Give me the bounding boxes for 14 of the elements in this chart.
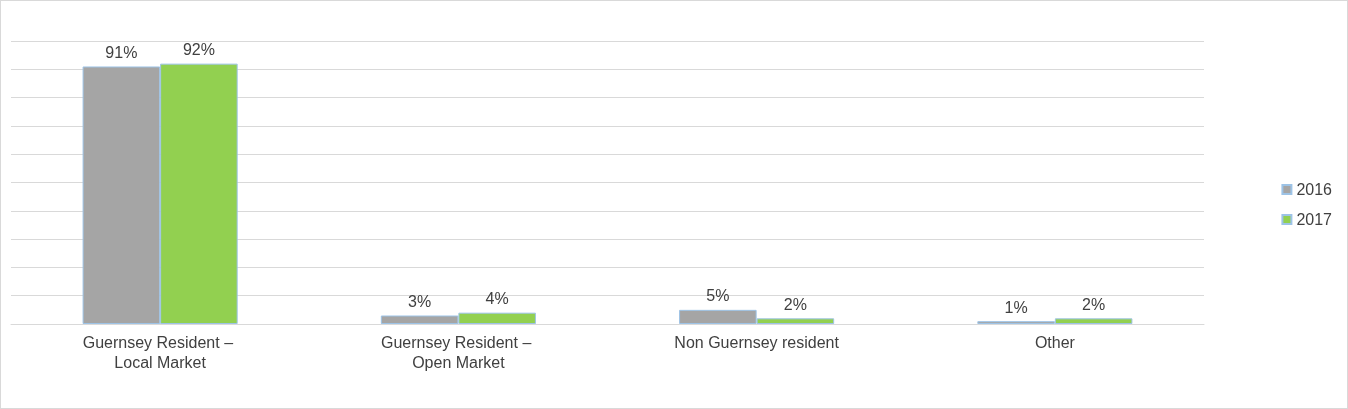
data-label: 3% [408,293,432,311]
data-label: 91% [105,43,138,61]
legend-label: 2017 [1296,211,1333,228]
legend-label: 2016 [1296,181,1333,198]
x-tick-label: Guernsey Resident – Local Market [82,333,238,371]
x-tick-label: Other [1034,333,1076,351]
x-tick-label: Guernsey Resident – Open Market [381,333,536,371]
x-tick-label: Non Guernsey resident [674,333,840,351]
data-label: 92% [182,41,215,59]
data-label: 2% [783,295,807,313]
data-label: 5% [706,287,730,305]
data-label: 4% [485,290,509,308]
data-label: 2% [1082,295,1106,313]
data-label: 1% [1004,298,1028,316]
